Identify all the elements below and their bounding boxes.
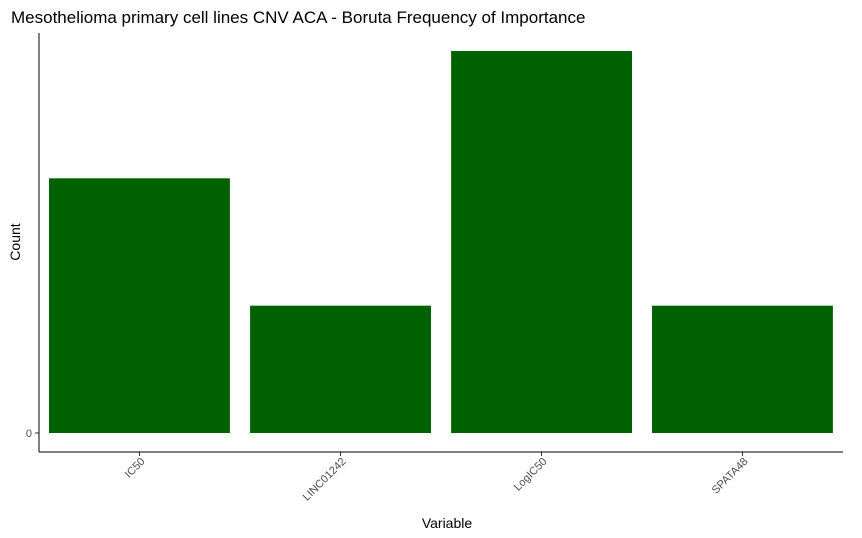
x-tick-label-ic50: IC50 [123,456,148,481]
y-tick-label-0: 0 [26,428,32,440]
x-axis-title: Variable [422,515,473,531]
bar-linc01242 [250,305,431,433]
x-tick-label-linc01242: LINC01242 [301,456,349,504]
bar-spata48 [652,305,833,433]
plot-area: IC50 LINC01242 LogIC50 SPATA48 0 [26,51,833,503]
x-tick-label-logic50: LogIC50 [512,456,550,494]
y-axis-title: Count [7,223,23,260]
chart-title: Mesothelioma primary cell lines CNV ACA … [11,8,585,27]
bar-ic50 [49,178,230,433]
x-tick-label-spata48: SPATA48 [710,456,751,497]
bar-logic50 [451,51,632,433]
